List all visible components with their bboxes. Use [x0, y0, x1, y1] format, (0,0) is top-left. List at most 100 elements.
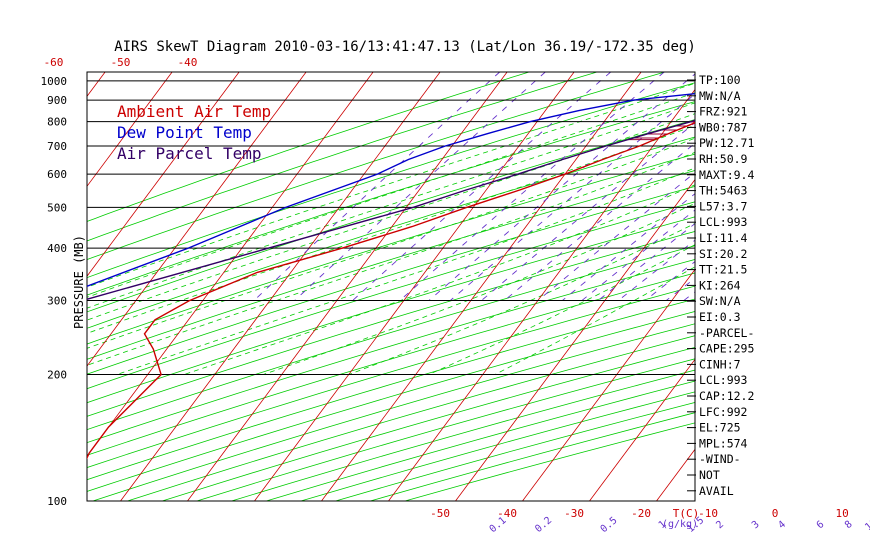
index-text: CAP:12.2: [699, 389, 754, 403]
legend-dew-point-temp: Dew Point Temp: [117, 123, 252, 142]
index-text: WB0:787: [699, 120, 748, 134]
index-text: RH:50.9: [699, 152, 748, 166]
mixing-ratio-line: [504, 142, 695, 301]
index-text: MW:N/A: [699, 89, 741, 103]
pressure-tick-label: 900: [47, 94, 67, 107]
dry-adiabat-line: [87, 201, 695, 390]
isotherm-line: [87, 72, 106, 97]
legend-ambient-air-temp: Ambient Air Temp: [117, 102, 271, 121]
dry-adiabat-line: [87, 245, 695, 431]
bottom-temperature-ticks: -50-40-30-20-100102030T(C): [430, 507, 849, 520]
index-text: -WIND-: [699, 452, 741, 466]
mixing-ratio-tick-label: 3: [750, 519, 762, 531]
index-text: AVAIL: [699, 484, 734, 498]
bottom-temp-tick-label: T(C): [673, 507, 700, 520]
index-text: LFC:992: [699, 405, 747, 419]
pressure-tick-labels: 100 200 300 400 500 600 700 800 900 1000: [41, 75, 68, 508]
mixing-ratio-line: [294, 72, 546, 301]
top-temp-tick-label: -40: [178, 56, 198, 69]
isotherm-line: [791, 72, 870, 501]
bottom-temp-tick-label: -30: [564, 507, 584, 520]
moist-adiabat-line: [348, 222, 695, 375]
isotherm-line: [254, 72, 575, 501]
pressure-tick-label: 200: [47, 369, 67, 382]
index-text: LCL:993: [699, 215, 748, 229]
top-temp-tick-label: -50: [111, 56, 131, 69]
mixing-ratio-ticks: 0.10.20.511.52346810121520253040(g/kg): [488, 515, 870, 535]
dry-adiabat-line: [87, 82, 695, 279]
index-text: FRZ:921: [699, 105, 748, 119]
bottom-temp-tick-label: 0: [772, 507, 779, 520]
legend: Ambient Air Temp Dew Point Temp Air Parc…: [117, 102, 271, 163]
mixing-ratio-tick-label: 0.2: [533, 515, 554, 535]
isotherm-line: [522, 268, 695, 501]
moist-adiabat-line: [184, 184, 695, 375]
index-text: KI:264: [699, 278, 741, 292]
dry-adiabat-line: [87, 311, 695, 492]
index-text: PW:12.71: [699, 136, 754, 150]
index-text: LCL:993: [699, 373, 748, 387]
pressure-tick-label: 700: [47, 140, 67, 153]
mixing-ratio-lines: [253, 72, 695, 301]
index-text: MAXT:9.4: [699, 168, 754, 182]
dry-adiabat-line: [370, 412, 695, 501]
index-text: TH:5463: [699, 184, 748, 198]
isotherm-line: [87, 72, 173, 187]
top-temperature-ticks: -120-110-100-90-80-70-60-50-40: [44, 56, 198, 69]
mixing-ratio-line: [665, 277, 695, 301]
index-text: L57:3.7: [699, 199, 748, 213]
legend-air-parcel-temp: Air Parcel Temp: [117, 144, 262, 163]
mixing-ratio-tick-label: 10: [863, 517, 870, 533]
mixing-ratio-tick-label: 8: [843, 519, 855, 531]
dry-adiabat-line: [87, 119, 695, 313]
index-text: CINH:7: [699, 357, 741, 371]
dry-adiabat-line: [87, 272, 695, 456]
mixing-ratio-tick-label: 2: [714, 519, 726, 531]
isotherm-line: [87, 72, 307, 367]
moist-adiabat-line: [87, 102, 695, 309]
pressure-tick-label: 800: [47, 116, 67, 129]
pressure-tick-label: 300: [47, 295, 67, 308]
bottom-temp-tick-label: -50: [430, 507, 450, 520]
pressure-tick-label: 500: [47, 201, 67, 214]
index-text: SW:N/A: [699, 294, 741, 308]
series-line-air-parcel-temp: [87, 119, 695, 300]
index-text: NOT: [699, 468, 720, 482]
index-text: TP:100: [699, 73, 741, 87]
dry-adiabat-line: [87, 259, 695, 444]
pressure-tick-label: 600: [47, 168, 67, 181]
dry-adiabat-line: [87, 72, 598, 242]
mixing-ratio-line: [352, 72, 611, 301]
mixing-ratio-tick-label: 6: [815, 519, 827, 531]
y-axis-label: PRESSURE (MB): [72, 235, 86, 329]
isotherm-line: [589, 358, 695, 501]
index-text: EI:0.3: [699, 310, 741, 324]
moist-adiabat-line: [494, 266, 695, 375]
isotherm-line: [87, 72, 240, 277]
mixing-ratio-line: [537, 172, 695, 301]
index-text: CAPE:295: [699, 342, 754, 356]
pressure-tick-label: 1000: [41, 75, 68, 88]
mixing-ratio-line: [449, 93, 695, 301]
profile-series: [87, 93, 695, 460]
isotherm-line: [321, 72, 642, 501]
bottom-temp-tick-label: -20: [631, 507, 651, 520]
chart-title: AIRS SkewT Diagram 2010-03-16/13:41:47.1…: [114, 39, 696, 55]
index-text: EL:725: [699, 421, 741, 435]
dry-adiabat-line: [87, 231, 695, 417]
bottom-temp-tick-label: -10: [698, 507, 718, 520]
index-text: TT:21.5: [699, 263, 747, 277]
dry-adiabat-line: [87, 170, 695, 360]
dry-adiabat-line: [87, 216, 695, 404]
moist-adiabat-line: [263, 202, 695, 375]
isotherm-line: [656, 448, 695, 501]
isotherm-line: [388, 88, 695, 501]
mixing-ratio-tick-label: 4: [776, 519, 788, 531]
dry-adiabat-line: [87, 185, 695, 375]
dry-adiabat-line: [266, 380, 695, 501]
dry-adiabat-line: [87, 72, 530, 222]
mixing-ratio-line: [253, 72, 501, 301]
isotherm-lines: [87, 72, 870, 501]
dry-adiabat-line: [87, 153, 695, 345]
